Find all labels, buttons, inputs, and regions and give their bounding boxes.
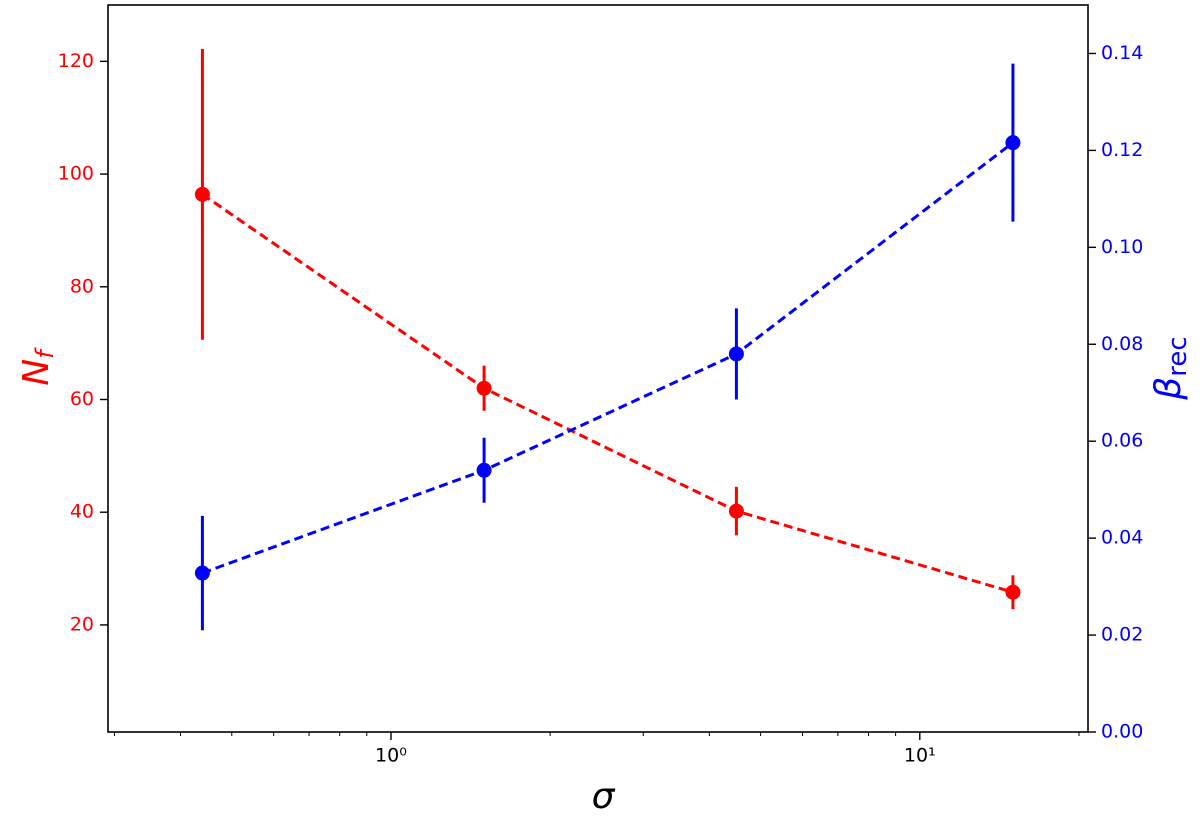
x-tick-label: 10¹: [904, 745, 936, 767]
y-tick-label: 20: [70, 613, 94, 635]
y-label-sub: f: [31, 347, 59, 359]
point: [728, 346, 744, 362]
point: [194, 186, 210, 202]
series-line: [201, 193, 1014, 594]
y2-tick-label: 0.14: [1101, 42, 1143, 64]
plot-frame: [107, 4, 1089, 733]
point: [476, 462, 492, 478]
x-axis-label: σ: [592, 776, 616, 817]
point: [194, 565, 210, 581]
y-label-main: N: [16, 359, 57, 386]
y2-tick-label: 0.02: [1101, 624, 1143, 646]
point: [728, 503, 744, 519]
y-tick-label: 60: [70, 388, 94, 410]
y2-tick-label: 0.00: [1101, 721, 1143, 743]
point: [476, 380, 492, 396]
point: [1005, 584, 1021, 600]
y-tick-label: 40: [70, 501, 94, 523]
y2-tick-label: 0.12: [1101, 139, 1143, 161]
y2-tick-label: 0.10: [1101, 236, 1143, 258]
y2-label-sub: rec: [1163, 336, 1193, 376]
y2-tick-label: 0.04: [1101, 527, 1143, 549]
y2-tick-label: 0.06: [1101, 430, 1143, 452]
y2-label-main: β: [1148, 377, 1189, 401]
x-tick-label: 10⁰: [375, 745, 407, 767]
y2-axis-label: βrec: [1148, 336, 1193, 400]
point: [1005, 135, 1021, 151]
y-tick-label: 120: [58, 50, 94, 72]
y-tick-label: 100: [58, 163, 94, 185]
y-tick-label: 80: [70, 275, 94, 297]
y2-tick-label: 0.08: [1101, 333, 1143, 355]
series-line: [201, 141, 1014, 575]
y-axis-label: Nf: [16, 347, 59, 386]
